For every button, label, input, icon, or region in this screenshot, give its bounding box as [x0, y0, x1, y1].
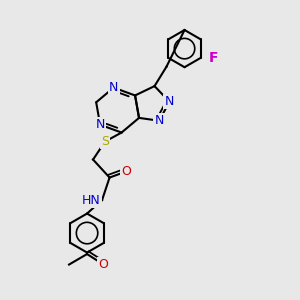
Text: O: O [121, 165, 131, 178]
Text: HN: HN [82, 194, 100, 207]
Text: N: N [154, 114, 164, 127]
Text: N: N [165, 95, 174, 108]
Text: S: S [101, 135, 109, 148]
Text: F: F [208, 51, 218, 65]
Text: N: N [95, 118, 105, 131]
Text: N: N [109, 81, 118, 94]
Text: O: O [99, 258, 109, 271]
Text: F: F [207, 51, 216, 65]
